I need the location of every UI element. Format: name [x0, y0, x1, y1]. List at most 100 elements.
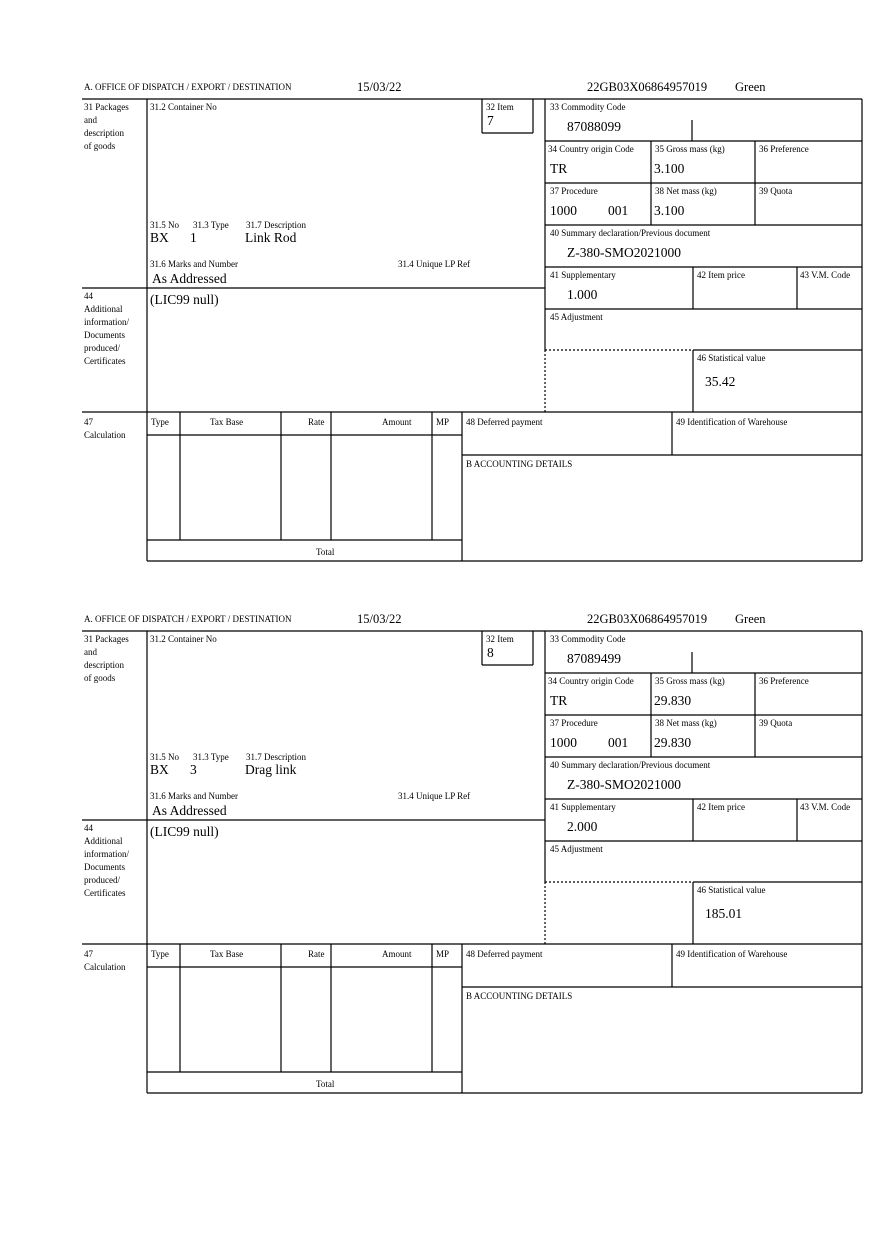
box31-label: description: [84, 128, 124, 138]
commodity-value: 87089499: [567, 651, 621, 666]
summary-value: Z-380-SMO2021000: [567, 777, 681, 792]
procedure-label: 37 Procedure: [550, 186, 598, 196]
box31-label: and: [84, 647, 97, 657]
calc-header: Type: [151, 949, 169, 959]
date: 15/03/22: [357, 612, 401, 626]
gross-label: 35 Gross mass (kg): [655, 144, 725, 154]
box44-label: 44: [84, 823, 94, 833]
box44-label: Additional: [84, 304, 123, 314]
marks-value: As Addressed: [152, 271, 227, 286]
calc-header: Type: [151, 417, 169, 427]
box44-label: information/: [84, 849, 129, 859]
box31-label: of goods: [84, 141, 116, 151]
calc-header: Rate: [308, 949, 325, 959]
calc-header: MP: [436, 949, 449, 959]
supplementary-value: 2.000: [567, 819, 598, 834]
description-label: 31.7 Description: [246, 752, 306, 762]
marks-label: 31.6 Marks and Number: [150, 791, 238, 801]
box44-label: Documents: [84, 862, 125, 872]
box44-label: produced/: [84, 343, 120, 353]
description-value: Drag link: [245, 762, 297, 777]
total-label: Total: [316, 1079, 335, 1089]
procedure-label: 37 Procedure: [550, 718, 598, 728]
warehouse-label: 49 Identification of Warehouse: [676, 949, 787, 959]
reference: 22GB03X06864957019: [587, 80, 707, 94]
status: Green: [735, 612, 766, 626]
box44-label: Additional: [84, 836, 123, 846]
info-value: (LIC99 null): [150, 292, 219, 307]
summary-value: Z-380-SMO2021000: [567, 245, 681, 260]
no-label: 31.5 No: [150, 752, 179, 762]
country-value: TR: [550, 161, 567, 176]
description-value: Link Rod: [245, 230, 297, 245]
info-value: (LIC99 null): [150, 824, 219, 839]
lpref-label: 31.4 Unique LP Ref: [398, 791, 470, 801]
reference: 22GB03X06864957019: [587, 612, 707, 626]
procedure-value: 1000: [550, 203, 577, 218]
accounting-label: B ACCOUNTING DETAILS: [466, 991, 572, 1001]
box31-label: of goods: [84, 673, 116, 683]
box44-label: Certificates: [84, 356, 126, 366]
accounting-label: B ACCOUNTING DETAILS: [466, 459, 572, 469]
adjustment-label: 45 Adjustment: [550, 844, 603, 854]
no-value: BX: [150, 230, 169, 245]
summary-label: 40 Summary declaration/Previous document: [550, 228, 711, 238]
vm-label: 43 V.M. Code: [800, 802, 850, 812]
quota-label: 39 Quota: [759, 718, 792, 728]
box47-label: Calculation: [84, 430, 126, 440]
calc-header: Amount: [382, 949, 412, 959]
net-value: 29.830: [654, 735, 691, 750]
office-label: A. OFFICE OF DISPATCH / EXPORT / DESTINA…: [84, 614, 292, 624]
procedure-code-value: 001: [608, 203, 628, 218]
box47-label: 47: [84, 949, 94, 959]
country-label: 34 Country origin Code: [548, 144, 634, 154]
supplementary-label: 41 Supplementary: [550, 270, 616, 280]
deferred-label: 48 Deferred payment: [466, 417, 543, 427]
box31-label: description: [84, 660, 124, 670]
calc-header: Tax Base: [210, 417, 243, 427]
preference-label: 36 Preference: [759, 676, 809, 686]
quota-label: 39 Quota: [759, 186, 792, 196]
gross-value: 3.100: [654, 161, 685, 176]
calc-header: Rate: [308, 417, 325, 427]
box44-label: produced/: [84, 875, 120, 885]
status: Green: [735, 80, 766, 94]
marks-value: As Addressed: [152, 803, 227, 818]
total-label: Total: [316, 547, 335, 557]
box31-label: 31 Packages: [84, 634, 129, 644]
commodity-value: 87088099: [567, 119, 621, 134]
item-label: 32 Item: [486, 634, 514, 644]
no-value: BX: [150, 762, 169, 777]
country-value: TR: [550, 693, 567, 708]
vm-label: 43 V.M. Code: [800, 270, 850, 280]
count-value: 3: [190, 762, 197, 777]
procedure-value: 1000: [550, 735, 577, 750]
box44-label: Documents: [84, 330, 125, 340]
container-label: 31.2 Container No: [150, 634, 217, 644]
item-label: 32 Item: [486, 102, 514, 112]
calc-header: Amount: [382, 417, 412, 427]
ptype-label: 31.3 Type: [193, 220, 229, 230]
box44-label: Certificates: [84, 888, 126, 898]
country-label: 34 Country origin Code: [548, 676, 634, 686]
box47-label: Calculation: [84, 962, 126, 972]
net-label: 38 Net mass (kg): [655, 186, 717, 196]
calc-header: Tax Base: [210, 949, 243, 959]
price-label: 42 Item price: [697, 802, 745, 812]
item-value: 7: [487, 113, 494, 128]
date: 15/03/22: [357, 80, 401, 94]
marks-label: 31.6 Marks and Number: [150, 259, 238, 269]
office-label: A. OFFICE OF DISPATCH / EXPORT / DESTINA…: [84, 82, 292, 92]
ptype-label: 31.3 Type: [193, 752, 229, 762]
summary-label: 40 Summary declaration/Previous document: [550, 760, 711, 770]
deferred-label: 48 Deferred payment: [466, 949, 543, 959]
adjustment-label: 45 Adjustment: [550, 312, 603, 322]
procedure-code-value: 001: [608, 735, 628, 750]
commodity-label: 33 Commodity Code: [550, 634, 626, 644]
item-value: 8: [487, 645, 494, 660]
net-value: 3.100: [654, 203, 685, 218]
preference-label: 36 Preference: [759, 144, 809, 154]
box47-label: 47: [84, 417, 94, 427]
warehouse-label: 49 Identification of Warehouse: [676, 417, 787, 427]
